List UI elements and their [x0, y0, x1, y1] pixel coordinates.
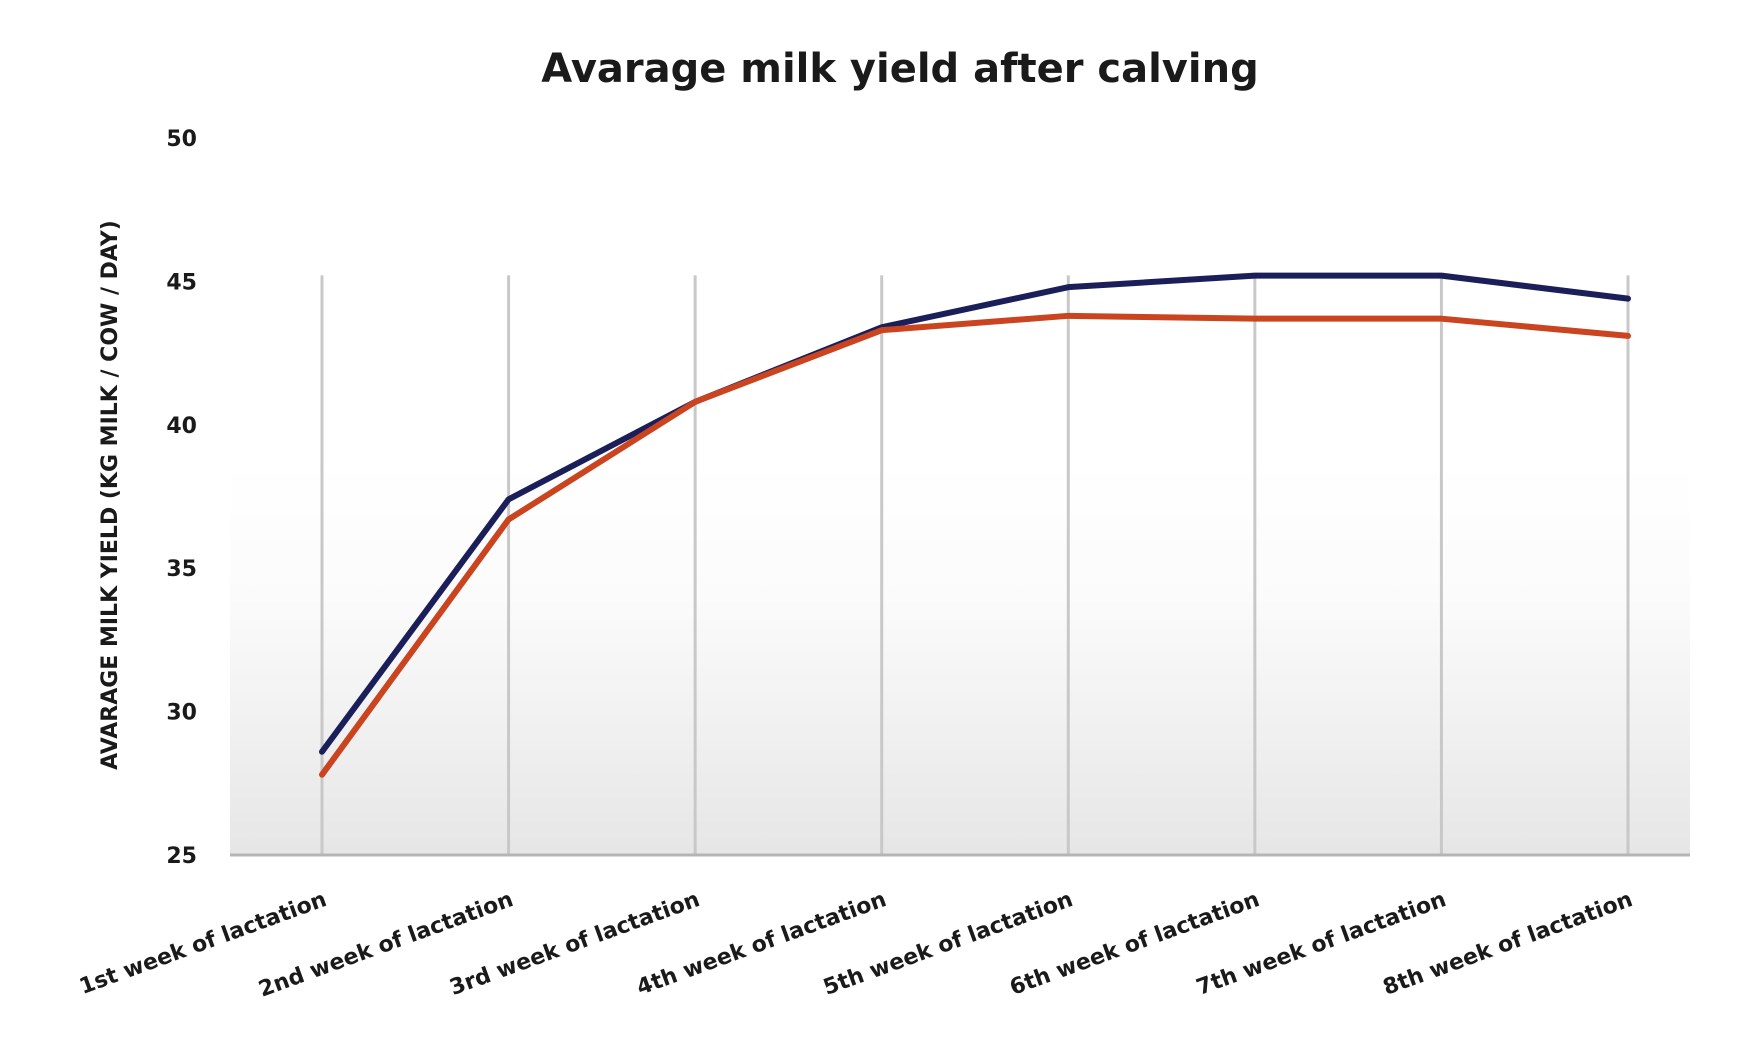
grid-lines: [320, 275, 1630, 855]
y-tick-label: 45: [166, 270, 197, 295]
y-axis-tick-labels: 25 30 35 40 45 50: [166, 127, 197, 869]
y-tick-label: 40: [166, 414, 197, 439]
plot-area-background: [230, 460, 1690, 855]
series-lines: [319, 272, 1631, 778]
series-line-2: [319, 312, 1631, 778]
series-line-1: [319, 272, 1631, 755]
y-tick-label: 35: [166, 557, 197, 582]
y-tick-label: 50: [166, 127, 197, 152]
chart-title: Avarage milk yield after calving: [541, 46, 1258, 92]
y-tick-label: 25: [166, 844, 197, 869]
y-axis-label: AVARAGE MILK YIELD (KG MILK / COW / DAY): [98, 220, 123, 770]
y-tick-label: 30: [166, 701, 197, 726]
